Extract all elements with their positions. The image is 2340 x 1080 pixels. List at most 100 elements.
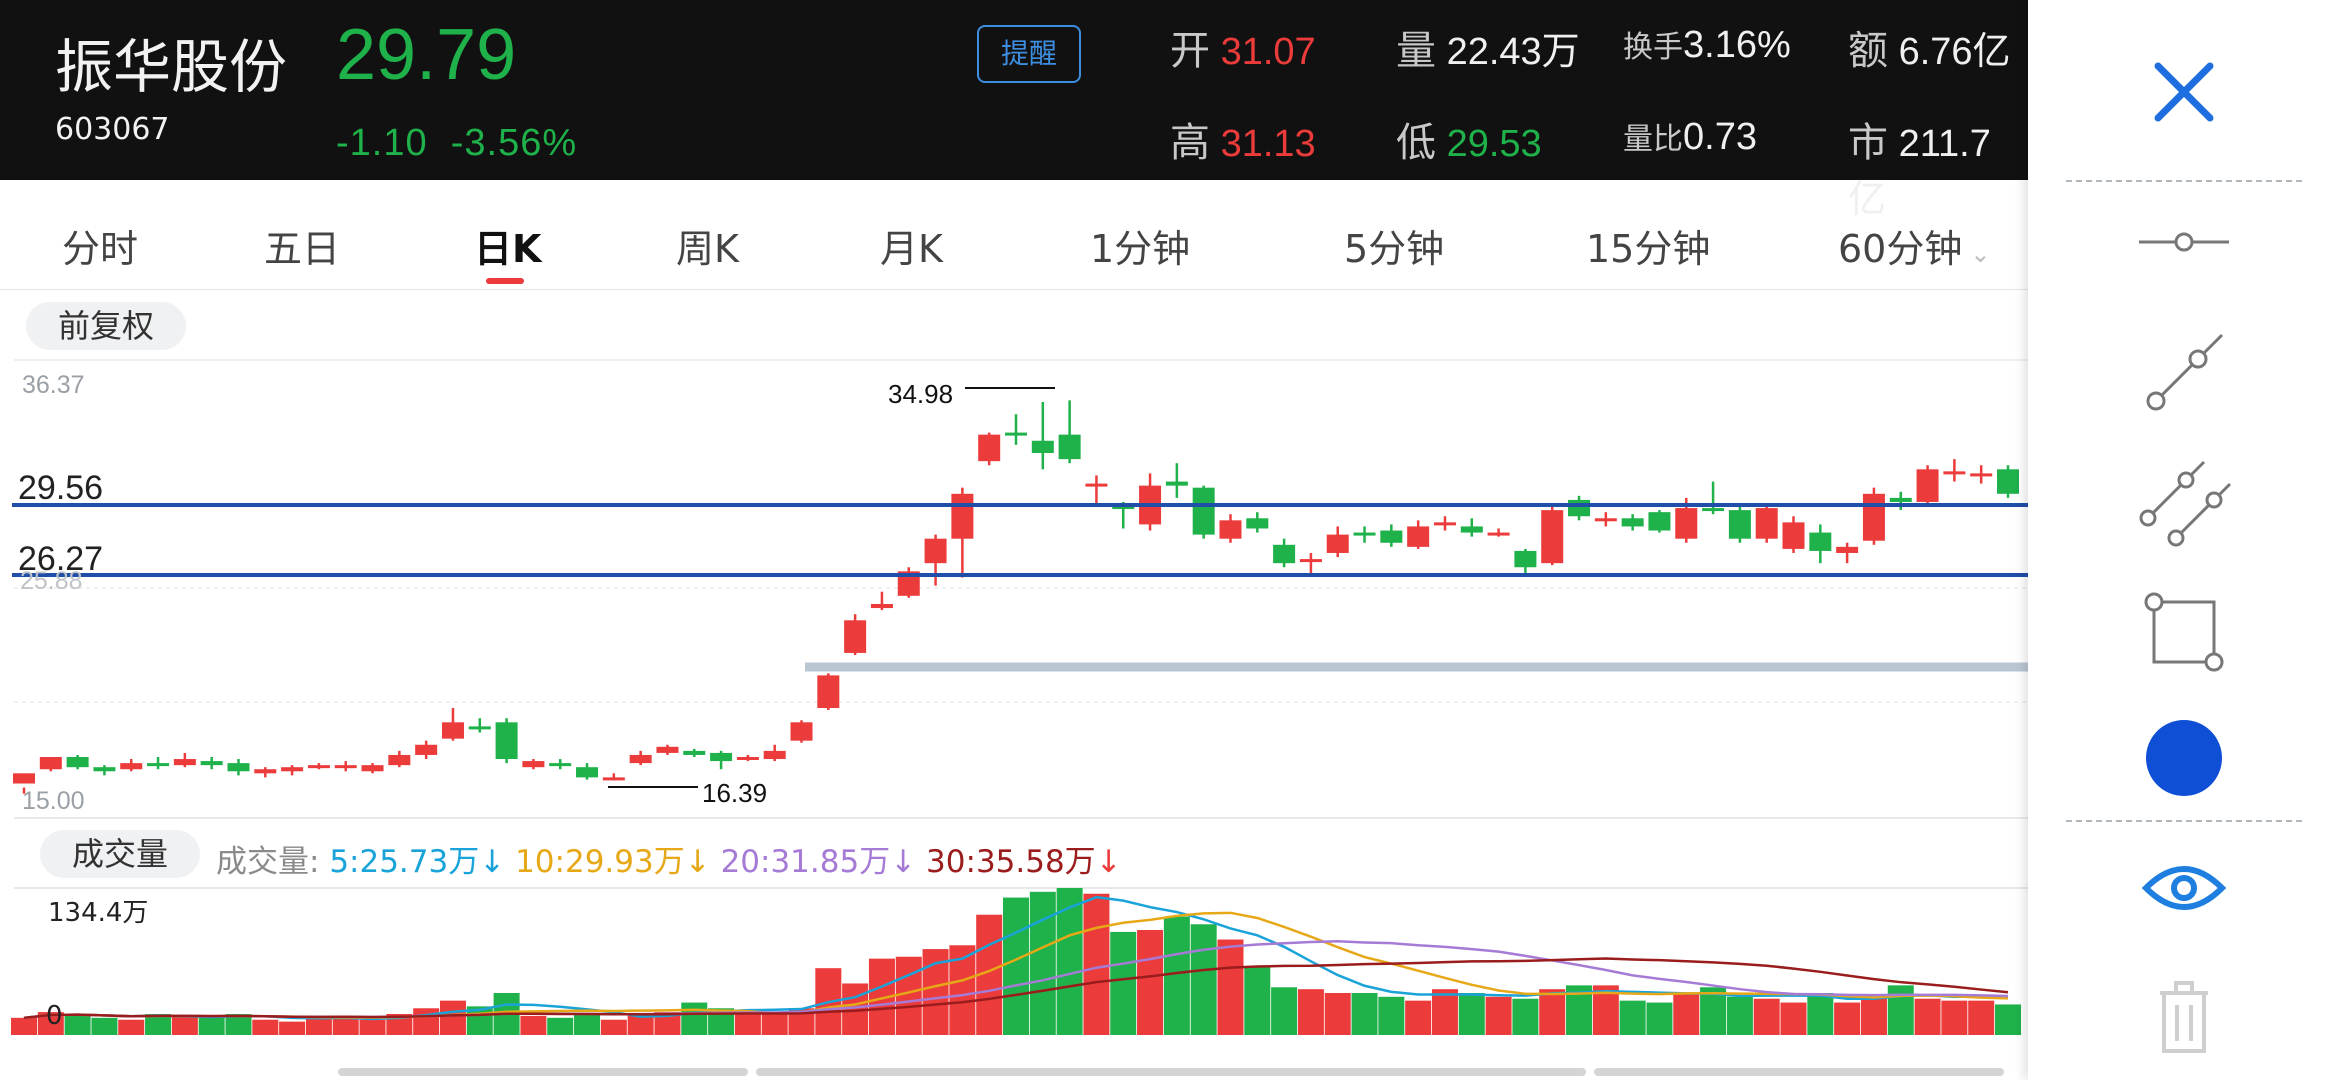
close-icon[interactable] [2134, 42, 2234, 142]
candle-body [1702, 508, 1725, 512]
volume-bar [413, 1008, 440, 1035]
scrollbar-segment-1[interactable] [338, 1068, 748, 1076]
kline-chart[interactable]: 36.37 15.00 25.88 29.56 26.27 34.98 16.3… [0, 0, 2028, 1080]
axis-mid-label: 25.88 [20, 567, 83, 595]
candle-body [334, 765, 357, 769]
stat-high: 高 31.13 [1170, 120, 1316, 166]
color-picker-icon[interactable] [2134, 708, 2234, 808]
volume-bar [627, 1015, 654, 1035]
candle-body [1997, 469, 2019, 494]
drawing-tool-panel [2028, 0, 2340, 1080]
candle-body [1755, 508, 1778, 539]
candle-body [1675, 508, 1698, 539]
candle-body [1058, 434, 1081, 460]
axis-top-label: 36.37 [22, 371, 85, 399]
segment-tool-icon[interactable] [2134, 323, 2234, 423]
ma30-value: 30:35.58万↓ [926, 844, 1122, 880]
volume-bar [145, 1014, 172, 1035]
candle-body [66, 756, 89, 768]
change-amount: -1.10 [336, 122, 428, 164]
candle-body [790, 722, 813, 741]
tab-1min[interactable]: 1分钟 [1090, 227, 1191, 271]
candle-body [1862, 493, 1885, 541]
volume-bar [439, 1000, 466, 1035]
panel-divider [2066, 820, 2302, 822]
chevron-down-icon: ⌄ [1970, 240, 1991, 268]
stat-volume: 量 22.43万 [1396, 28, 1580, 74]
parallel-lines-tool-icon[interactable] [2134, 452, 2234, 552]
candle-body [1460, 526, 1483, 533]
horizontal-line-tool-icon[interactable] [2134, 192, 2234, 292]
volume-bar [1029, 891, 1056, 1035]
candle-body [817, 675, 840, 709]
volume-bar [1539, 989, 1566, 1035]
candle-body [1031, 440, 1054, 453]
volume-bar [1753, 998, 1780, 1035]
volume-bar [1941, 1000, 1968, 1035]
stat-low: 低 29.53 [1396, 120, 1542, 166]
candle-body [1219, 520, 1242, 539]
candle-body [173, 759, 196, 766]
rectangle-tool-icon[interactable] [2134, 582, 2234, 682]
high-marker-label: 34.98 [888, 379, 953, 409]
tab-5min[interactable]: 5分钟 [1344, 227, 1445, 271]
scrollbar-segment-2[interactable] [756, 1068, 1586, 1076]
volume-bar [252, 1019, 279, 1035]
tab-weekly-k[interactable]: 周K [676, 227, 739, 271]
candle-body [1889, 497, 1912, 502]
delete-trash-icon[interactable] [2134, 965, 2234, 1065]
volume-bar [654, 1012, 681, 1035]
candle-body [897, 571, 920, 596]
tab-60min[interactable]: 60分钟 ⌄ [1838, 227, 1991, 271]
candle-body [120, 763, 143, 770]
candle-body [441, 722, 464, 739]
axis-bottom-label: 15.00 [22, 787, 85, 815]
candle-body [1836, 546, 1859, 553]
ma5-value: 5:25.73万↓ [329, 844, 506, 880]
candle-body [978, 434, 1001, 462]
candle-body [281, 767, 304, 772]
volume-bar [1244, 966, 1271, 1035]
candle-body [39, 756, 62, 770]
tab-five-day[interactable]: 五日 [264, 227, 341, 271]
active-tab-indicator [486, 278, 524, 284]
volume-bar [1083, 893, 1110, 1035]
candle-body [227, 763, 250, 772]
ma20-value: 20:31.85万↓ [720, 844, 917, 880]
volume-bar [1726, 996, 1753, 1035]
volume-indicator-button[interactable]: 成交量 [40, 830, 200, 878]
tab-monthly-k[interactable]: 月K [880, 227, 943, 271]
volume-bar [1646, 1002, 1673, 1035]
candle-body [1326, 534, 1349, 553]
volume-bar [1485, 996, 1512, 1035]
candle-body [1192, 487, 1215, 535]
ma10-value: 10:29.93万↓ [515, 844, 711, 880]
candle-body [683, 750, 706, 755]
tab-15min[interactable]: 15分钟 [1586, 227, 1711, 271]
volume-bar [1860, 996, 1887, 1035]
candle-body [710, 752, 733, 762]
visibility-eye-icon[interactable] [2134, 838, 2234, 938]
candle-body [522, 761, 545, 768]
candle-body [1943, 471, 1966, 475]
volume-bar [1110, 931, 1137, 1035]
volume-ma30-line [23, 957, 2009, 1020]
volume-bar [895, 956, 922, 1035]
candle-body [1380, 530, 1403, 543]
volume-bar [118, 1019, 145, 1035]
stat-amount: 额 6.76亿 [1848, 28, 2011, 74]
volume-bar [1914, 998, 1941, 1035]
candle-body [1299, 559, 1322, 563]
tab-intraday[interactable]: 分时 [62, 227, 139, 271]
volume-legend-prefix: 成交量: [216, 844, 320, 880]
period-tabs: 分时 五日 日K 周K 月K 1分钟 5分钟 15分钟 60分钟 ⌄ [0, 190, 2028, 290]
volume-bar [1458, 993, 1485, 1035]
candle-body [924, 538, 947, 564]
price-adjust-button[interactable]: 前复权 [26, 302, 186, 350]
remind-button[interactable]: 提醒 [977, 25, 1081, 83]
volume-bar [1807, 993, 1834, 1035]
scrollbar-segment-3[interactable] [1594, 1068, 2004, 1076]
candle-body [1085, 483, 1108, 487]
volume-bar [1297, 989, 1324, 1035]
tab-daily-k[interactable]: 日K [474, 227, 542, 271]
